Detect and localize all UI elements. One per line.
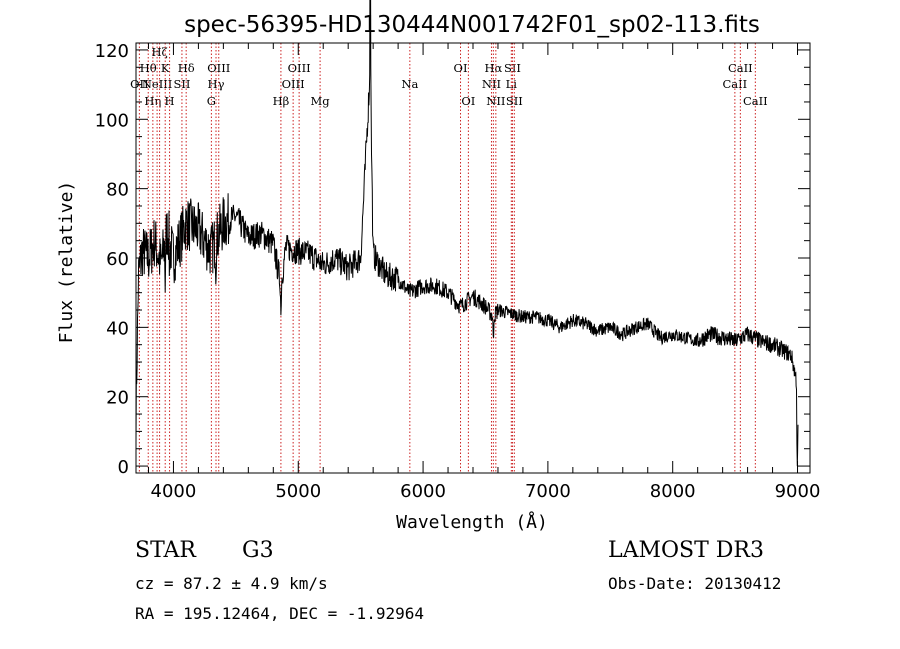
chart-title: spec-56395-HD130444N001742F01_sp02-113.f…	[184, 12, 760, 38]
line-label-22: Li	[506, 77, 518, 91]
line-label-1: Hθ	[140, 61, 157, 75]
line-label-14: OIII	[288, 61, 311, 75]
line-label-10: Hγ	[208, 77, 225, 91]
line-label-3: NeIII	[142, 77, 173, 91]
line-label-19: NII	[482, 77, 501, 91]
x-axis-label: Wavelength (Å)	[396, 511, 548, 533]
y-tick-label-5: 100	[95, 110, 129, 131]
observation-date: Obs-Date: 20130412	[608, 574, 782, 593]
y-tick-label-2: 40	[106, 318, 129, 339]
line-label-9: G	[207, 94, 216, 108]
object-subclass: G3	[242, 538, 274, 563]
axis-ticks: 4000 5000 6000 7000 8000 9000 0 20 40 60 80 100 120	[95, 41, 821, 502]
coordinates: RA = 195.12464, DEC = -1.92964	[135, 604, 424, 623]
spectral-line-markers: OII Hθ Hη NeIII Hζ K H SII Hδ G Hγ OIII Hβ OIII OIII Mg…	[130, 43, 768, 473]
y-axis-label: Flux (relative)	[56, 181, 77, 344]
line-label-2: Hη	[144, 94, 161, 108]
x-tick-label-1: 5000	[275, 481, 321, 502]
line-label-23: SII	[504, 61, 521, 75]
line-label-20: Hα	[484, 61, 502, 75]
line-label-16: Na	[401, 77, 418, 91]
line-label-4: Hζ	[151, 45, 167, 59]
line-label-8: Hδ	[178, 61, 195, 75]
redshift-cz: cz = 87.2 ± 4.9 km/s	[135, 574, 328, 593]
object-class: STAR	[135, 538, 196, 563]
x-tick-label-3: 7000	[525, 481, 571, 502]
y-tick-label-3: 60	[106, 249, 129, 270]
line-label-25: CaII	[722, 77, 747, 91]
y-tick-label-0: 0	[118, 457, 129, 478]
line-label-6: H	[165, 94, 175, 108]
x-tick-label-4: 8000	[650, 481, 696, 502]
survey-name: LAMOST DR3	[608, 538, 764, 563]
line-label-18: OI	[461, 94, 475, 108]
y-tick-label-4: 80	[106, 180, 129, 201]
line-label-12: Hβ	[273, 94, 290, 108]
line-label-11: OIII	[207, 61, 230, 75]
line-label-27: CaII	[743, 94, 768, 108]
y-tick-label-6: 120	[95, 41, 129, 62]
line-label-7: SII	[173, 77, 190, 91]
line-label-15: Mg	[311, 94, 331, 108]
flux-series-line	[135, 0, 799, 467]
line-label-13: OIII	[282, 77, 305, 91]
line-label-0: OII	[130, 77, 149, 91]
x-tick-label-2: 6000	[400, 481, 446, 502]
line-label-24: SII	[506, 94, 523, 108]
x-tick-label-0: 4000	[151, 481, 197, 502]
line-label-17: OI	[454, 61, 468, 75]
line-label-26: CaII	[728, 61, 753, 75]
x-tick-label-5: 9000	[775, 481, 821, 502]
line-label-21: NII	[486, 94, 505, 108]
line-label-5: K	[161, 61, 170, 75]
y-tick-label-1: 20	[106, 388, 129, 409]
